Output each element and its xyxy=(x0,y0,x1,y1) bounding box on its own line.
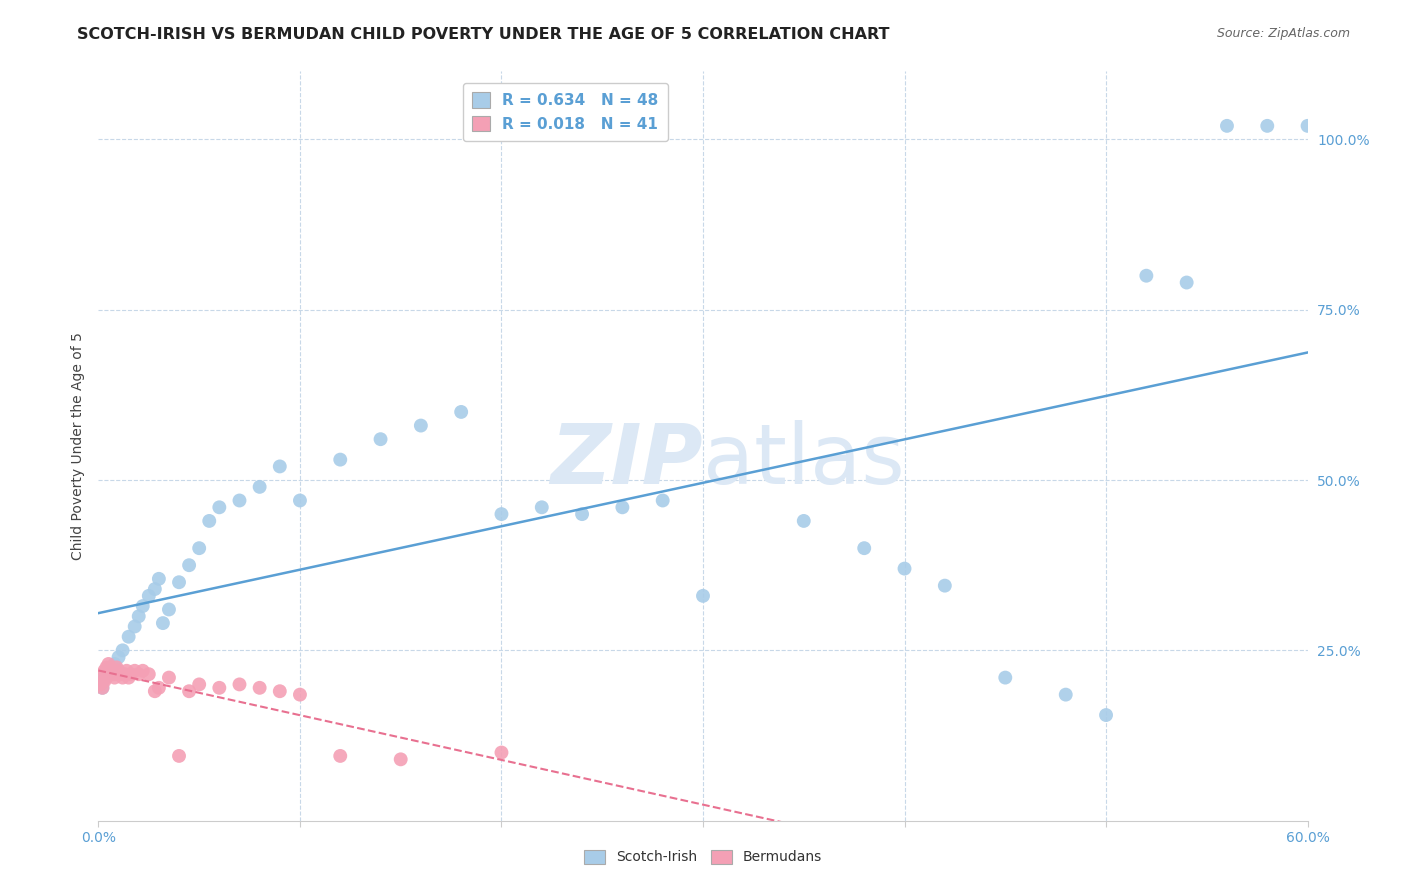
Point xyxy=(118,671,141,685)
Point xyxy=(157,602,180,616)
Point xyxy=(101,664,124,678)
Point xyxy=(409,418,432,433)
Point xyxy=(93,673,115,688)
Point xyxy=(110,667,132,681)
Point xyxy=(167,575,190,590)
Point xyxy=(1296,119,1319,133)
Legend: Scotch-Irish, Bermudans: Scotch-Irish, Bermudans xyxy=(578,844,828,870)
Point xyxy=(179,684,201,698)
Point xyxy=(93,671,115,685)
Point xyxy=(138,667,160,681)
Point xyxy=(228,677,250,691)
Point xyxy=(148,572,170,586)
Point xyxy=(249,480,271,494)
Point xyxy=(793,514,815,528)
Point xyxy=(269,684,291,698)
Point xyxy=(651,493,673,508)
Point xyxy=(100,660,122,674)
Point xyxy=(269,459,291,474)
Point xyxy=(167,748,190,763)
Point xyxy=(893,561,915,575)
Text: Source: ZipAtlas.com: Source: ZipAtlas.com xyxy=(1216,27,1350,40)
Point xyxy=(228,493,250,508)
Point xyxy=(114,667,136,681)
Point xyxy=(89,677,111,691)
Point xyxy=(1095,708,1118,723)
Point xyxy=(288,688,311,702)
Point xyxy=(188,541,211,556)
Point xyxy=(96,671,118,685)
Point xyxy=(96,660,118,674)
Point xyxy=(370,432,392,446)
Point xyxy=(612,500,634,515)
Point xyxy=(329,452,352,467)
Point xyxy=(157,671,180,685)
Point xyxy=(132,599,155,613)
Point xyxy=(120,667,142,681)
Point xyxy=(148,681,170,695)
Point xyxy=(91,681,114,695)
Point xyxy=(103,657,125,671)
Text: SCOTCH-IRISH VS BERMUDAN CHILD POVERTY UNDER THE AGE OF 5 CORRELATION CHART: SCOTCH-IRISH VS BERMUDAN CHILD POVERTY U… xyxy=(77,27,890,42)
Point xyxy=(1175,276,1198,290)
Y-axis label: Child Poverty Under the Age of 5: Child Poverty Under the Age of 5 xyxy=(70,332,84,560)
Point xyxy=(571,507,593,521)
Point xyxy=(111,643,134,657)
Text: atlas: atlas xyxy=(703,420,904,501)
Point xyxy=(1054,688,1077,702)
Point xyxy=(208,500,231,515)
Point xyxy=(124,664,146,678)
Point xyxy=(97,657,120,671)
Point xyxy=(91,681,114,695)
Point xyxy=(128,667,150,681)
Point xyxy=(491,507,513,521)
Point xyxy=(96,664,118,678)
Point xyxy=(105,660,128,674)
Point xyxy=(208,681,231,695)
Point xyxy=(111,671,134,685)
Text: ZIP: ZIP xyxy=(550,420,703,501)
Point xyxy=(1216,119,1239,133)
Point xyxy=(103,667,125,681)
Point xyxy=(994,671,1017,685)
Point xyxy=(115,664,138,678)
Point xyxy=(93,664,115,678)
Point xyxy=(132,664,155,678)
Point xyxy=(97,667,120,681)
Point xyxy=(100,660,122,674)
Point xyxy=(249,681,271,695)
Point xyxy=(934,579,956,593)
Point xyxy=(491,746,513,760)
Point xyxy=(198,514,221,528)
Point xyxy=(152,616,174,631)
Point xyxy=(692,589,714,603)
Point xyxy=(138,589,160,603)
Point xyxy=(1256,119,1278,133)
Point xyxy=(288,493,311,508)
Point xyxy=(103,671,125,685)
Point xyxy=(107,664,129,678)
Point xyxy=(100,664,122,678)
Point xyxy=(329,748,352,763)
Point xyxy=(128,609,150,624)
Point xyxy=(91,667,114,681)
Point xyxy=(853,541,876,556)
Point xyxy=(101,667,124,681)
Point xyxy=(143,582,166,596)
Point xyxy=(118,630,141,644)
Point xyxy=(124,619,146,633)
Point xyxy=(97,667,120,681)
Point xyxy=(1135,268,1157,283)
Point xyxy=(179,558,201,573)
Point xyxy=(188,677,211,691)
Point xyxy=(107,650,129,665)
Point xyxy=(530,500,553,515)
Point xyxy=(389,752,412,766)
Point xyxy=(143,684,166,698)
Point xyxy=(450,405,472,419)
